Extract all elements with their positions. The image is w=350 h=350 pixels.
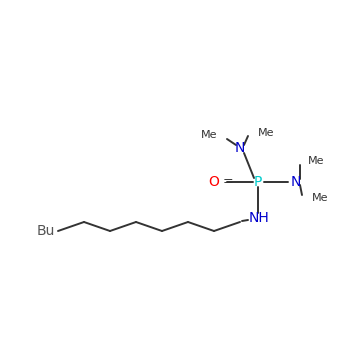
Text: =: = <box>223 175 234 189</box>
Text: Me: Me <box>201 130 217 140</box>
Text: Me: Me <box>258 128 274 138</box>
Text: N: N <box>235 141 245 155</box>
Text: N: N <box>291 175 301 189</box>
Text: O: O <box>208 175 219 189</box>
Text: Me: Me <box>308 156 324 166</box>
Text: NH: NH <box>248 211 270 225</box>
Text: Me: Me <box>312 193 329 203</box>
Text: P: P <box>254 175 262 189</box>
Text: Bu: Bu <box>37 224 55 238</box>
